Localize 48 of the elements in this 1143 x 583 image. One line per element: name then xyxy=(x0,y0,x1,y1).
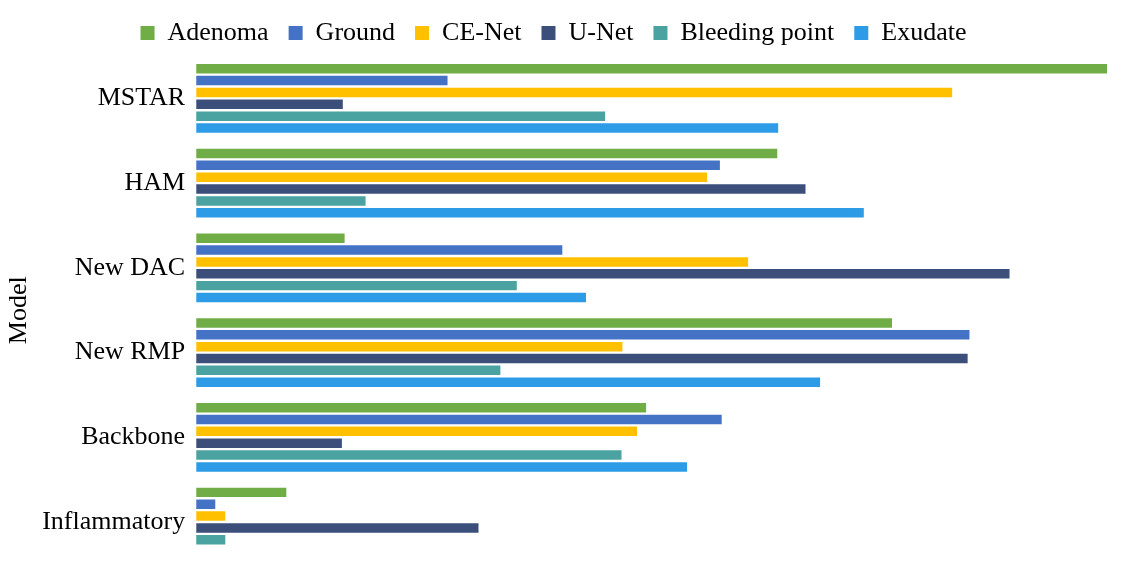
bar xyxy=(196,365,501,376)
bar xyxy=(196,280,517,291)
bar xyxy=(196,535,226,545)
legend-label: Ground xyxy=(315,16,396,46)
bar xyxy=(196,245,563,255)
legend-label: CE-Net xyxy=(442,16,523,46)
legend-label: U-Net xyxy=(568,16,635,46)
bar xyxy=(196,99,343,110)
y-tick-label: MSTAR xyxy=(97,82,186,112)
bar xyxy=(196,172,708,182)
bar xyxy=(196,353,968,364)
y-tick-label: New RMP xyxy=(74,336,186,366)
bar xyxy=(196,160,720,171)
bar xyxy=(196,438,342,448)
legend-label: Bleeding point xyxy=(680,16,836,46)
bar xyxy=(196,499,216,509)
bar xyxy=(196,318,893,328)
bar xyxy=(196,111,606,121)
bar xyxy=(196,414,722,425)
y-tick-label: Backbone xyxy=(81,421,186,451)
bar xyxy=(196,487,287,498)
bar xyxy=(196,426,637,437)
bar xyxy=(196,523,479,533)
bar xyxy=(196,269,1010,279)
bar xyxy=(196,341,623,352)
bar xyxy=(196,511,226,521)
bar xyxy=(196,233,345,243)
y-tick-label: Inflammatory xyxy=(42,505,186,535)
bar xyxy=(196,87,953,98)
bar xyxy=(196,450,622,460)
bar xyxy=(196,148,778,159)
bar xyxy=(196,377,821,387)
bar xyxy=(196,462,688,472)
bar xyxy=(196,257,749,267)
bar xyxy=(196,75,448,86)
y-tick-label: New DAC xyxy=(74,251,186,281)
bar xyxy=(196,123,779,133)
bar xyxy=(196,208,864,218)
bar xyxy=(196,292,586,303)
bar xyxy=(196,63,1107,74)
bar xyxy=(196,402,647,413)
y-axis-title: Model xyxy=(3,276,33,345)
y-tick-label: HAM xyxy=(124,166,186,196)
legend-label: Exudate xyxy=(881,16,967,46)
bar xyxy=(196,196,366,206)
bar xyxy=(196,184,806,194)
legend-label: Adenoma xyxy=(167,16,270,46)
bar xyxy=(196,330,970,340)
